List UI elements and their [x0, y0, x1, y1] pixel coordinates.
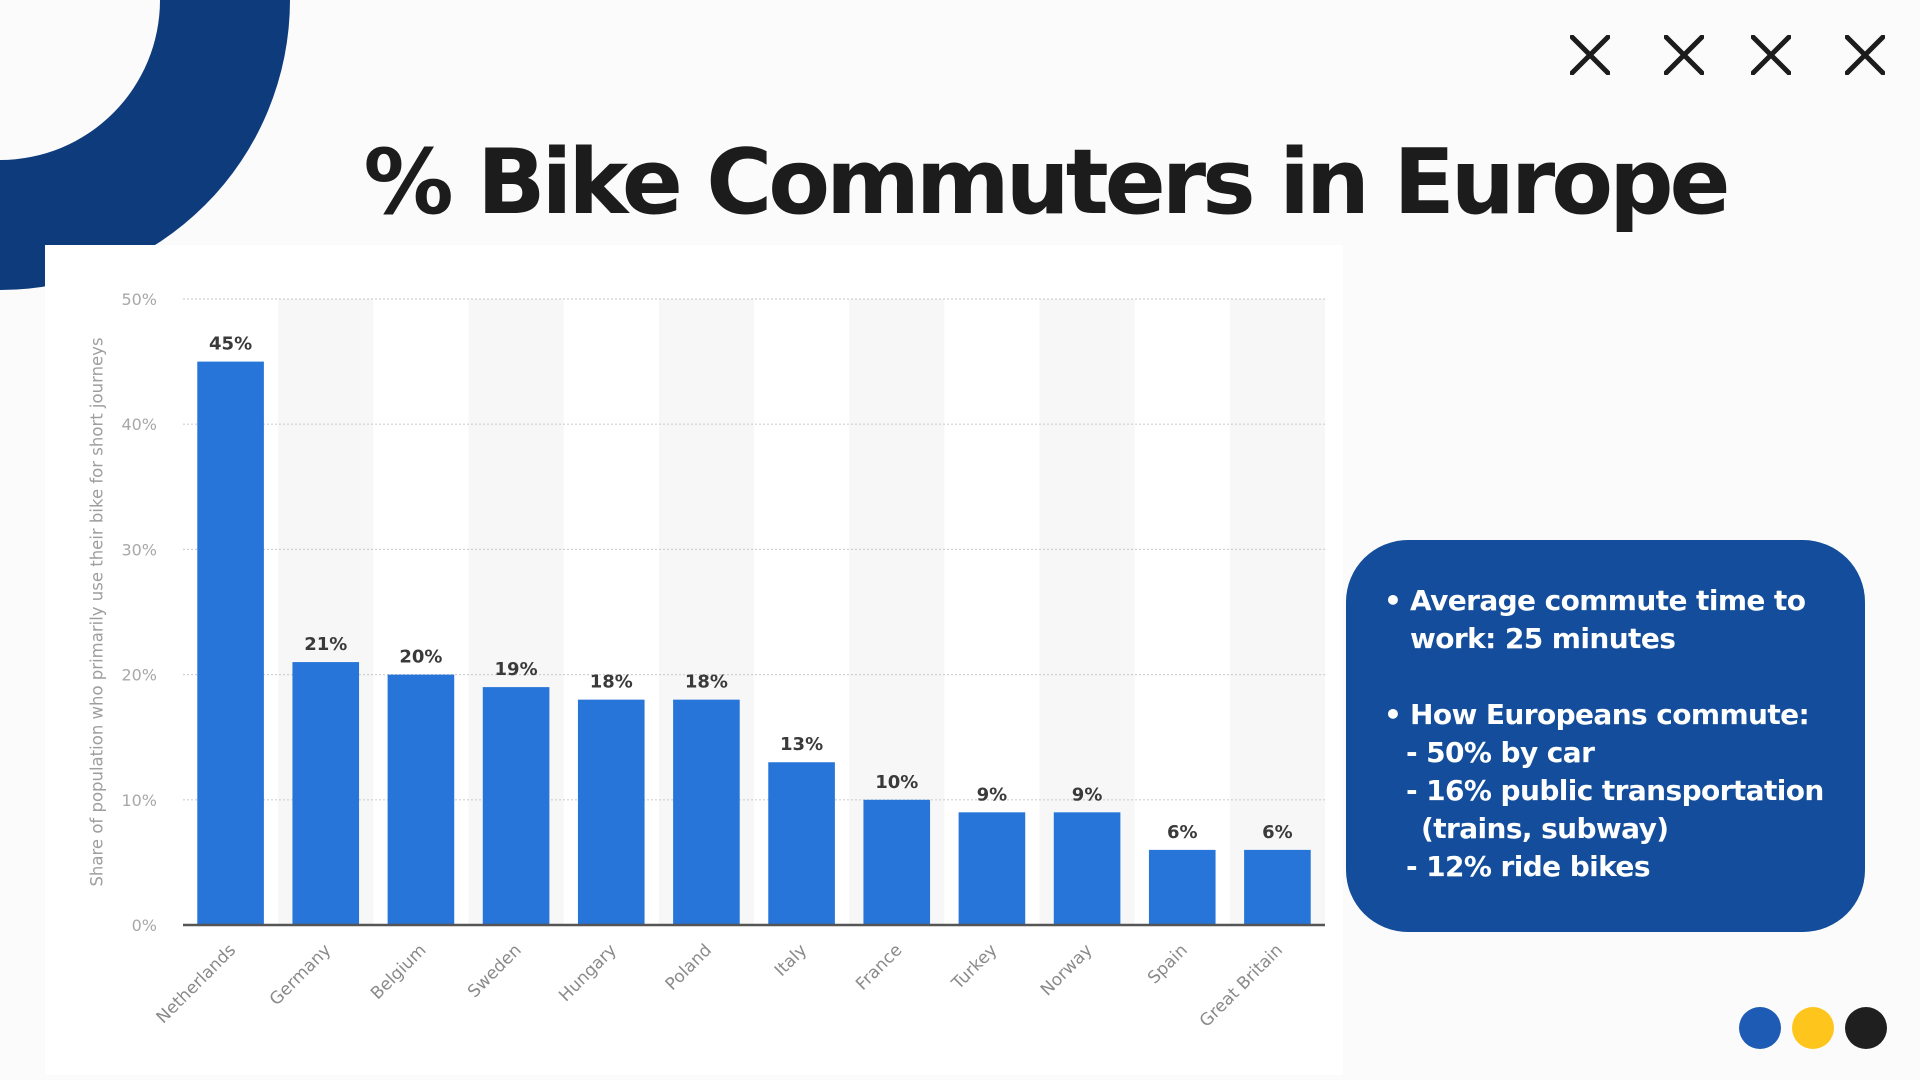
- bar[interactable]: [197, 361, 264, 926]
- bar[interactable]: [958, 812, 1026, 925]
- y-axis-label: Share of population who primarily use th…: [87, 337, 107, 887]
- arc-shape: [0, 0, 290, 290]
- info-bullet: • Average commute time to work: 25 minutes: [1374, 582, 1845, 658]
- category-label: Spain: [1144, 940, 1192, 988]
- bar[interactable]: [482, 687, 550, 925]
- bar[interactable]: [292, 662, 360, 925]
- bullet-text: work: 25 minutes: [1410, 622, 1676, 655]
- sub-item: - 12% ride bikes: [1406, 850, 1650, 883]
- bullet-icon: •: [1384, 698, 1402, 731]
- close-icon-row: [0, 35, 1920, 75]
- bar[interactable]: [1148, 849, 1216, 925]
- bar[interactable]: [863, 799, 931, 925]
- data-label: 21%: [304, 634, 347, 655]
- y-tick-label: 20%: [121, 666, 157, 685]
- data-label: 9%: [977, 784, 1008, 805]
- bar[interactable]: [673, 699, 740, 925]
- category-label: Poland: [662, 940, 716, 994]
- chart-card: 0% 10% 20% 30% 40% 50% 45% Netherlands 21% German…: [45, 245, 1343, 1075]
- category-label: Germany: [266, 940, 335, 1009]
- bar[interactable]: [577, 699, 645, 925]
- close-icon[interactable]: [1845, 35, 1885, 75]
- info-panel: • Average commute time to work: 25 minutes…: [1346, 540, 1865, 932]
- category-label: Turkey: [947, 940, 1001, 994]
- category-label: Italy: [771, 940, 811, 980]
- bar[interactable]: [1053, 812, 1121, 925]
- y-tick-label: 30%: [121, 540, 157, 559]
- info-bullet: • How Europeans commute: - 50% by car - 16%…: [1374, 696, 1845, 886]
- yellow-dot: [1792, 1007, 1834, 1049]
- data-label: 6%: [1167, 822, 1198, 843]
- bullet-text: How Europeans commute:: [1410, 698, 1810, 731]
- close-icon[interactable]: [1751, 35, 1791, 75]
- decorative-arc: [0, 0, 290, 290]
- data-label: 9%: [1072, 784, 1103, 805]
- y-tick-label: 0%: [132, 916, 157, 935]
- bullet-text: Average commute time to: [1410, 584, 1806, 617]
- data-label: 19%: [495, 659, 538, 680]
- bar[interactable]: [387, 674, 455, 925]
- column-band: [1229, 299, 1325, 925]
- y-tick-label: 10%: [121, 791, 157, 810]
- data-label: 20%: [399, 647, 442, 668]
- y-tick-label: 50%: [121, 290, 157, 309]
- sub-item: (trains, subway): [1421, 812, 1669, 845]
- sub-item: - 50% by car: [1406, 736, 1595, 769]
- bullet-icon: •: [1384, 584, 1402, 617]
- category-label: Norway: [1037, 940, 1097, 1000]
- category-label: France: [852, 940, 906, 994]
- category-label: Netherlands: [153, 940, 241, 1028]
- bar-chart: 0% 10% 20% 30% 40% 50% 45% Netherlands 21% German…: [121, 290, 1325, 1031]
- category-label: Sweden: [464, 940, 526, 1002]
- category-label: Belgium: [367, 940, 430, 1003]
- bar[interactable]: [1244, 849, 1311, 925]
- close-icon[interactable]: [1664, 35, 1704, 75]
- data-label: 6%: [1262, 822, 1293, 843]
- blue-dot: [1739, 1007, 1781, 1049]
- sub-item: - 16% public transportation: [1406, 774, 1824, 807]
- y-tick-label: 40%: [121, 415, 157, 434]
- black-dot: [1845, 1007, 1887, 1049]
- data-label: 45%: [209, 334, 252, 355]
- data-label: 13%: [780, 734, 823, 755]
- category-label: Great Britain: [1196, 940, 1287, 1031]
- category-label: Hungary: [555, 940, 620, 1005]
- data-label: 10%: [875, 772, 918, 793]
- close-icon[interactable]: [1570, 35, 1610, 75]
- data-label: 18%: [590, 672, 633, 693]
- page-title: % Bike Commuters in Europe: [363, 130, 1730, 235]
- bar[interactable]: [768, 762, 835, 925]
- data-label: 18%: [685, 672, 728, 693]
